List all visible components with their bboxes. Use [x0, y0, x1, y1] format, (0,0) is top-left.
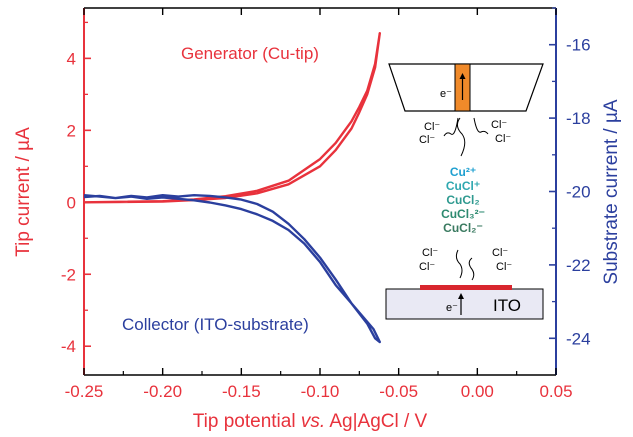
diffusion-arrow-bottom-2: [468, 257, 475, 281]
tip-electron-label: e⁻: [440, 88, 452, 100]
diffusion-arrow-top-right: [473, 117, 489, 135]
cl-label-bottom-left-1: Cl⁻: [422, 247, 438, 259]
x-axis-title-part-2: vs.: [301, 411, 325, 432]
x-tick-label: 0.00: [461, 382, 494, 401]
x-tick-label: -0.20: [143, 382, 182, 401]
series-layer: [83, 32, 381, 344]
y-right-tick-label: -16: [566, 36, 591, 55]
y-left-tick-label: 2: [67, 121, 76, 140]
x-axis-title: Tip potential vs. Ag|AgCl / V: [193, 411, 428, 432]
x-tick-label: -0.05: [379, 382, 418, 401]
cl-label-top-left-2: Cl⁻: [419, 134, 435, 146]
cl-label-bottom-right-2: Cl⁻: [496, 261, 512, 273]
cl-label-top-right-2: Cl⁻: [495, 133, 511, 145]
y-right-tick-label: -22: [566, 256, 591, 275]
copper-species-label: Cu²⁺: [450, 165, 476, 179]
y-left-tick-label: -4: [61, 337, 76, 356]
cl-label-bottom-right-1: Cl⁻: [492, 247, 508, 259]
collector-annotation: Collector (ITO-substrate): [122, 315, 309, 334]
wire-arrow-head: [459, 73, 466, 79]
right-axis-title: Substrate current / µA: [601, 99, 622, 285]
generator-series-line: [83, 32, 381, 204]
y-left-tick-label: 0: [67, 193, 76, 212]
diffusion-arrow-bottom-1: [455, 249, 463, 279]
substrate-electron-label: e⁻: [446, 302, 458, 314]
ito-label: ITO: [493, 296, 521, 315]
x-tick-label: 0.05: [539, 382, 572, 401]
schematic-inset: e⁻ Cl⁻ Cl⁻ Cl⁻ Cl⁻ Cu²⁺CuCl⁺CuCl₂CuCl₃²⁻…: [383, 57, 548, 327]
copper-deposit: [420, 285, 512, 290]
copper-species-label: CuCl₃²⁻: [441, 207, 485, 221]
y-right-tick-label: -24: [566, 329, 591, 348]
copper-species-label: CuCl₂: [446, 193, 479, 207]
axis-ticks: -0.25 -0.20 -0.15 -0.10 -0.05 0.00 0.05-4-2024…: [61, 7, 591, 401]
x-axis-title-part-3: Ag|AgCl / V: [325, 411, 427, 432]
substrate-arrow-head: [458, 293, 464, 299]
left-axis-title: Tip current / µA: [13, 127, 34, 257]
y-left-tick-label: -2: [61, 265, 76, 284]
y-right-tick-label: -18: [566, 109, 591, 128]
collector-series-line: [83, 194, 381, 344]
x-axis-title-part-1: Tip potential: [193, 411, 301, 432]
diffusion-arrow-top-down: [456, 117, 466, 157]
x-tick-label: -0.15: [222, 382, 261, 401]
copper-species-label: CuCl₂⁻: [443, 221, 483, 235]
copper-species-label: CuCl⁺: [446, 179, 480, 193]
cl-label-bottom-left-2: Cl⁻: [419, 261, 435, 273]
cl-label-top-left-1: Cl⁻: [424, 121, 440, 133]
diffusion-arrow-top-left: [443, 117, 459, 137]
generator-annotation: Generator (Cu-tip): [181, 44, 319, 63]
y-left-tick-label: 4: [67, 49, 76, 68]
x-tick-label: -0.10: [301, 382, 340, 401]
y-right-tick-label: -20: [566, 183, 591, 202]
x-tick-label: -0.25: [65, 382, 104, 401]
cl-label-top-right-1: Cl⁻: [491, 119, 507, 131]
